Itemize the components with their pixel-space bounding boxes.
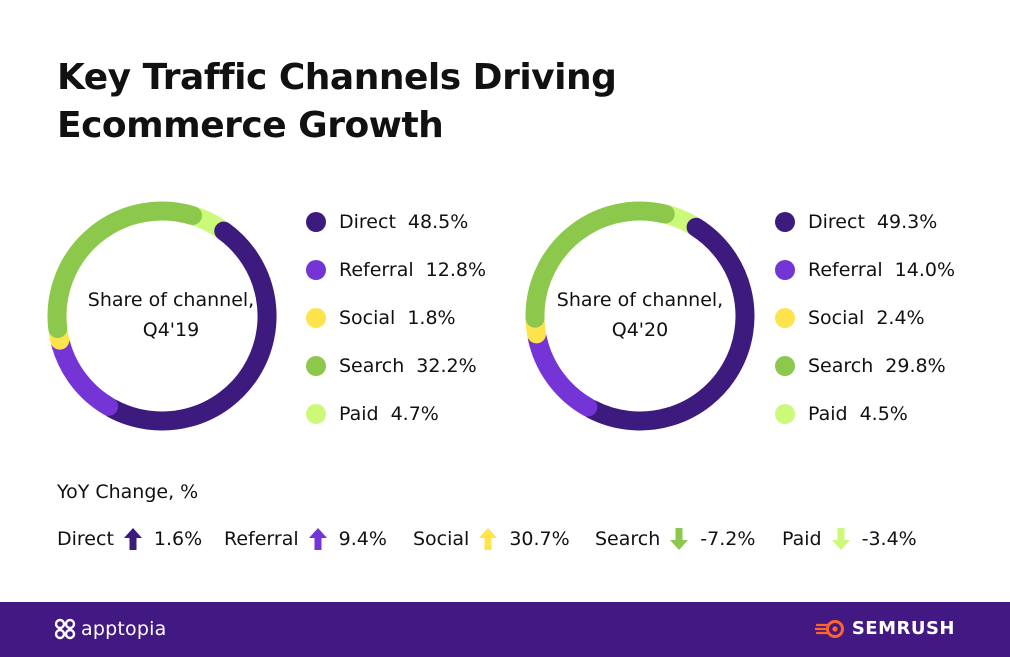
legend-item-paid: Paid 4.5% [775,390,955,438]
donut-segment-direct [581,217,755,431]
legend-value: 48.5% [407,211,469,233]
legend-item-paid: Paid 4.7% [306,390,486,438]
legend-swatch [775,356,795,376]
yoy-item-search: Search -7.2% [595,522,755,556]
yoy-item-social: Social 30.7% [413,522,570,556]
yoy-label: Referral [224,528,299,550]
semrush-logo: SEMRUSH [814,618,955,639]
page-title: Key Traffic Channels Driving Ecommerce G… [57,54,677,150]
legend-swatch [775,404,795,424]
legend-label: Referral [808,259,883,281]
donut-segment-search [47,201,203,338]
apptopia-wordmark: apptopia [81,618,167,640]
arrow-up-icon [123,528,142,550]
yoy-item-direct: Direct 1.6% [57,522,202,556]
legend-swatch [775,260,795,280]
legend: Direct 49.3% Referral 14.0% Social 2.4% Search… [775,198,955,438]
legend-swatch [306,308,326,328]
donut-segment-search [525,201,675,328]
yoy-label: Search [595,528,661,550]
yoy-label: Social [413,528,470,550]
legend-value: 14.0% [894,259,955,281]
legend-item-social: Social 2.4% [775,294,955,342]
legend-label: Paid [808,403,848,425]
donut-chart-svg [525,201,755,431]
arrow-up-icon [308,528,327,550]
yoy-value: 9.4% [338,528,387,550]
yoy-value: -7.2% [700,528,756,550]
donut-segment-referral [51,334,119,416]
legend-value: 49.3% [876,211,938,233]
title-line-2: Ecommerce Growth [57,105,444,146]
legend-swatch [775,212,795,232]
legend-item-referral: Referral 12.8% [306,246,486,294]
legend-item-direct: Direct 48.5% [306,198,486,246]
title-line-1: Key Traffic Channels Driving [57,57,617,98]
legend-label: Search [339,355,405,377]
yoy-item-paid: Paid -3.4% [782,522,917,556]
donut-segment-direct [102,221,277,431]
arrow-down-icon [670,528,689,550]
legend-value: 12.8% [425,259,486,281]
legend-value: 29.8% [885,355,946,377]
yoy-title: YoY Change, % [57,481,199,503]
donut-segment-referral [527,328,598,417]
legend: Direct 48.5% Referral 12.8% Social 1.8% Search… [306,198,486,438]
donut-center-label: Share of channel, Q4'19 [56,285,286,345]
donut-chart-q4-20: Share of channel, Q4'20 Direct 49.3% Refer… [470,186,955,446]
legend-label: Search [808,355,874,377]
legend-label: Social [339,307,396,329]
legend-label: Referral [339,259,414,281]
center-label-line-2: Q4'19 [142,319,200,341]
arrow-up-icon [479,528,498,550]
legend-swatch [306,212,326,232]
legend-label: Paid [339,403,379,425]
footer-bar: apptopia SEMRUSH [0,602,1010,657]
arrow-down-icon [831,528,850,550]
yoy-change-row: Direct 1.6% Referral 9.4% Social 30.7% Search -… [57,522,957,556]
legend-item-social: Social 1.8% [306,294,486,342]
legend-item-search: Search 29.8% [775,342,955,390]
legend-value: 32.2% [416,355,477,377]
legend-value: 4.5% [859,403,908,425]
apptopia-logo: apptopia [54,618,166,640]
legend-item-referral: Referral 14.0% [775,246,955,294]
legend-value: 4.7% [390,403,439,425]
yoy-value: 1.6% [153,528,203,550]
yoy-value: 30.7% [509,528,570,550]
center-label-line-1: Share of channel, [556,289,724,311]
donut-chart-q4-19: Share of channel, Q4'19 Direct 48.5% Refer… [0,186,486,446]
yoy-label: Direct [57,528,114,550]
donut-chart-svg [47,201,277,431]
semrush-flame-icon [814,619,844,638]
semrush-wordmark: SEMRUSH [851,618,955,639]
legend-swatch [306,260,326,280]
legend-label: Direct [808,211,865,233]
center-label-line-1: Share of channel, [87,289,255,311]
legend-swatch [775,308,795,328]
apptopia-icon [54,618,76,640]
yoy-label: Paid [782,528,822,550]
yoy-item-referral: Referral 9.4% [224,522,387,556]
legend-swatch [306,356,326,376]
legend-item-direct: Direct 49.3% [775,198,955,246]
legend-value: 1.8% [407,307,456,329]
donut-center-label: Share of channel, Q4'20 [525,285,755,345]
legend-label: Social [808,307,865,329]
center-label-line-2: Q4'20 [611,319,669,341]
yoy-value: -3.4% [861,528,917,550]
legend-label: Direct [339,211,396,233]
legend-value: 2.4% [876,307,925,329]
legend-swatch [306,404,326,424]
legend-item-search: Search 32.2% [306,342,486,390]
